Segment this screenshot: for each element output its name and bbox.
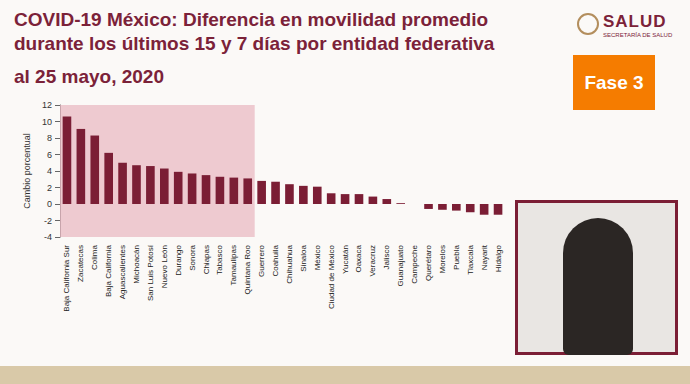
- svg-text:Zacatecas: Zacatecas: [76, 245, 85, 282]
- svg-text:Michoacán: Michoacán: [132, 245, 141, 284]
- svg-text:Nayarit: Nayarit: [480, 244, 489, 270]
- svg-text:Yucatán: Yucatán: [341, 245, 350, 274]
- svg-text:0: 0: [47, 199, 52, 209]
- svg-text:Cambio porcentual: Cambio porcentual: [22, 133, 32, 209]
- svg-text:Aguascalientes: Aguascalientes: [118, 245, 127, 299]
- svg-text:Puebla: Puebla: [452, 244, 461, 269]
- svg-text:8: 8: [47, 133, 52, 143]
- svg-text:Baja California: Baja California: [104, 244, 113, 297]
- html-text:SALUD: SALUD: [603, 12, 667, 31]
- svg-text:San Luis Potosí: San Luis Potosí: [146, 244, 155, 301]
- svg-text:Guerrero: Guerrero: [257, 244, 266, 277]
- svg-text:Tamaulipas: Tamaulipas: [229, 245, 238, 285]
- svg-text:Quintana Roo: Quintana Roo: [243, 244, 252, 294]
- html-text:COVID-19 México: Diferencia en: COVID-19 México: Diferencia en movilidad…: [14, 9, 495, 54]
- svg-text:Sinaloa: Sinaloa: [299, 244, 308, 271]
- svg-text:12: 12: [42, 100, 52, 110]
- svg-text:Tabasco: Tabasco: [215, 244, 224, 274]
- svg-text:-2: -2: [44, 216, 52, 226]
- svg-text:Jalisco: Jalisco: [382, 244, 391, 269]
- svg-text:Ciudad de México: Ciudad de México: [327, 244, 336, 309]
- svg-text:-4: -4: [44, 232, 52, 242]
- svg-text:Durango: Durango: [174, 244, 183, 275]
- html-text:Fase 3: Fase 3: [584, 71, 644, 93]
- svg-text:10: 10: [42, 117, 52, 127]
- svg-text:México: México: [313, 244, 322, 270]
- svg-text:Coahuila: Coahuila: [271, 244, 280, 276]
- svg-text:Sonora: Sonora: [188, 244, 197, 270]
- svg-text:Veracruz: Veracruz: [368, 245, 377, 277]
- svg-text:4: 4: [47, 166, 52, 176]
- svg-text:Baja California Sur: Baja California Sur: [62, 245, 71, 312]
- svg-text:Chihuahua: Chihuahua: [285, 244, 294, 283]
- svg-text:Chiapas: Chiapas: [202, 245, 211, 274]
- svg-text:Oaxaca: Oaxaca: [354, 244, 363, 272]
- svg-text:2: 2: [47, 183, 52, 193]
- svg-text:Campeche: Campeche: [410, 244, 419, 283]
- svg-text:Querétaro: Querétaro: [424, 244, 433, 281]
- svg-text:Tlaxcala: Tlaxcala: [466, 244, 475, 274]
- svg-text:Nuevo León: Nuevo León: [160, 245, 169, 288]
- svg-text:Hidalgo: Hidalgo: [494, 244, 503, 272]
- svg-text:Morelos: Morelos: [438, 245, 447, 273]
- svg-text:Guanajuato: Guanajuato: [396, 244, 405, 286]
- svg-text:6: 6: [47, 150, 52, 160]
- html-text:SECRETARÍA DE SALUD: SECRETARÍA DE SALUD: [603, 32, 673, 38]
- svg-text:Colima: Colima: [90, 244, 99, 269]
- html-text:al 25 mayo, 2020: al 25 mayo, 2020: [14, 66, 164, 87]
